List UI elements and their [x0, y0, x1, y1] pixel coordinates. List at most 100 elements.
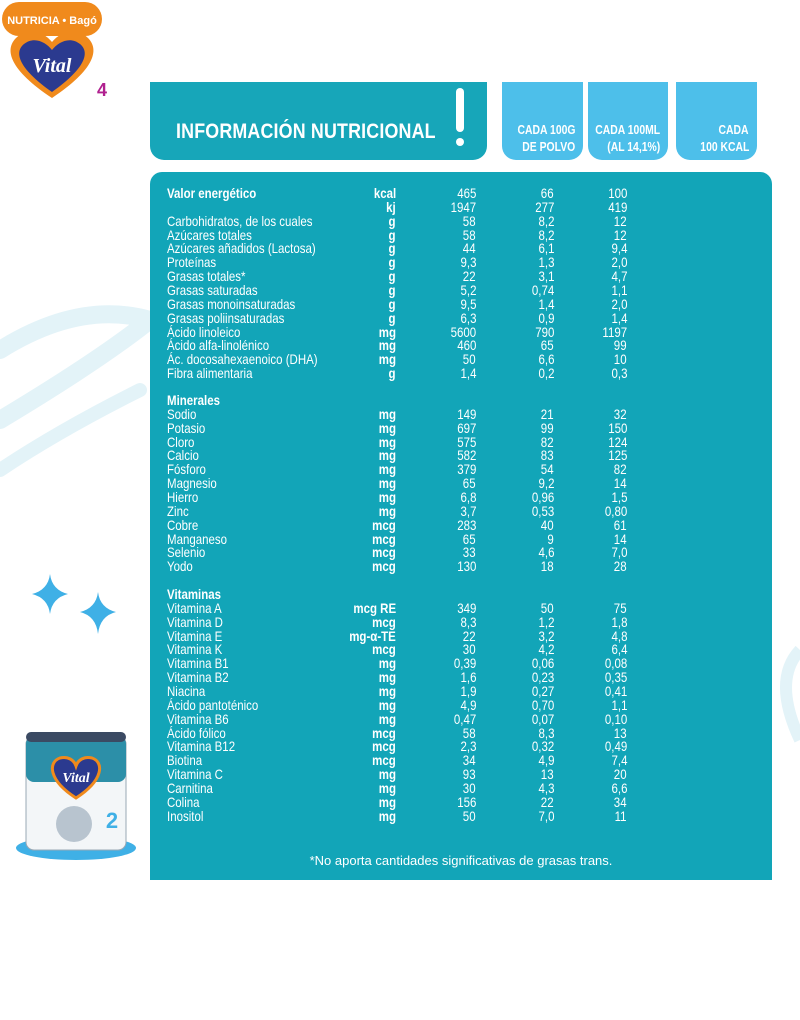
value-per-100g: 50 — [463, 351, 476, 368]
value-per-100g: 582 — [456, 447, 476, 464]
nutrient-unit: g — [388, 295, 396, 312]
background-swirl-decoration — [780, 645, 800, 743]
nutrient-name: Magnesio — [167, 475, 217, 492]
nutrient-name: Grasas poliinsaturadas — [167, 309, 285, 326]
nutrient-unit: mg — [378, 682, 396, 699]
nutrient-name: Valor energético — [167, 185, 257, 201]
value-per-100ml: 18 — [541, 558, 554, 575]
value-per-100ml: 790 — [534, 323, 554, 340]
value-per-100g: 5,2 — [460, 281, 476, 298]
value-per-100g: 130 — [456, 558, 476, 575]
nutrient-unit: g — [388, 309, 396, 326]
nutrient-name: Zinc — [167, 502, 189, 519]
nutrient-unit: mcg — [372, 738, 396, 755]
product-can-image: Vital 2 — [16, 732, 136, 860]
table-row: Carbohidratos, de los cuales g 58 8,2 12 — [150, 214, 772, 228]
value-per-100kcal: 12 — [614, 212, 627, 229]
value-per-100ml: 65 — [541, 337, 554, 354]
table-row: Potasio mg 697 99 150 — [150, 421, 772, 435]
value-per-100kcal: 6,6 — [611, 779, 627, 796]
column-header-line: CADA 100G — [517, 122, 575, 137]
nutrient-unit: mg — [378, 710, 396, 727]
value-per-100kcal: 14 — [614, 530, 627, 547]
section-heading-label: Minerales — [167, 392, 220, 408]
nutrient-name: Vitamina D — [167, 613, 223, 630]
nutrient-name: Cobre — [167, 516, 199, 533]
value-per-100ml: 8,2 — [538, 212, 554, 229]
value-per-100kcal: 7,0 — [611, 544, 627, 561]
value-per-100ml: 1,4 — [538, 295, 554, 312]
value-per-100g: 50 — [463, 807, 476, 824]
nutrient-name: Niacina — [167, 682, 206, 699]
value-per-100ml: 0,32 — [531, 738, 554, 755]
table-row: Calcio mg 582 83 125 — [150, 448, 772, 462]
value-per-100g: 58 — [463, 212, 476, 229]
value-per-100kcal: 99 — [614, 337, 627, 354]
value-per-100kcal: 0,80 — [604, 502, 627, 519]
table-row: Biotina mcg 34 4,9 7,4 — [150, 753, 772, 767]
value-per-100g: 575 — [456, 433, 476, 450]
nutrient-name: Ácido alfa-linolénico — [167, 337, 270, 354]
nutrient-name: Vitamina E — [167, 627, 223, 644]
nutrient-name: Cloro — [167, 433, 195, 450]
nutrient-unit: kj — [386, 198, 396, 215]
table-row: Ácido fólico mcg 58 8,3 13 — [150, 726, 772, 740]
table-row: Grasas monoinsaturadas g 9,5 1,4 2,0 — [150, 297, 772, 311]
nutrient-unit: mg — [378, 669, 396, 686]
table-row: Vitamina A mcg RE 349 50 75 — [150, 601, 772, 615]
nutrient-unit: mg — [378, 475, 396, 492]
svg-text:Vital: Vital — [62, 771, 89, 786]
value-per-100ml: 4,2 — [538, 641, 554, 658]
nutrient-name: Grasas saturadas — [167, 281, 258, 298]
background-swirl-decoration — [0, 305, 160, 477]
nutrient-name: Carnitina — [167, 779, 213, 796]
section-heading-label: Vitaminas — [167, 586, 222, 602]
value-per-100kcal: 9,4 — [611, 240, 627, 257]
value-per-100g: 1947 — [450, 198, 476, 215]
value-per-100ml: 54 — [541, 461, 554, 478]
table-row: Vitamina B1 mg 0,39 0,06 0,08 — [150, 656, 772, 670]
nutrient-unit: mg-α-TE — [349, 627, 396, 644]
table-row: Cloro mg 575 82 124 — [150, 435, 772, 449]
section-heading: Minerales — [150, 393, 772, 407]
nutrient-name: Hierro — [167, 488, 199, 505]
value-per-100ml: 0,06 — [531, 655, 554, 672]
value-per-100kcal: 61 — [614, 516, 627, 533]
value-per-100g: 460 — [456, 337, 476, 354]
value-per-100ml: 3,1 — [538, 268, 554, 285]
nutrient-unit: mg — [378, 696, 396, 713]
nutrient-unit: mg — [378, 793, 396, 810]
value-per-100g: 6,3 — [460, 309, 476, 326]
value-per-100ml: 8,2 — [538, 226, 554, 243]
table-row: Grasas totales* g 22 3,1 4,7 — [150, 269, 772, 283]
value-per-100g: 0,47 — [453, 710, 476, 727]
nutrient-name: Ácido linoleico — [167, 323, 241, 340]
table-row: Hierro mg 6,8 0,96 1,5 — [150, 490, 772, 504]
nutrient-name: Proteínas — [167, 254, 217, 271]
nutrient-name: Ácido fólico — [167, 724, 226, 741]
value-per-100g: 9,5 — [460, 295, 476, 312]
value-per-100g: 149 — [456, 405, 476, 422]
value-per-100ml: 21 — [541, 405, 554, 422]
value-per-100ml: 99 — [541, 419, 554, 436]
nutrient-unit: g — [388, 226, 396, 243]
column-header-line: (AL 14,1%) — [607, 139, 660, 154]
atom-icon — [394, 915, 492, 1015]
exclamation-icon — [456, 88, 464, 146]
value-per-100kcal: 10 — [614, 351, 627, 368]
value-per-100g: 93 — [463, 766, 476, 783]
nutrient-name: Manganeso — [167, 530, 228, 547]
nutrient-unit: mg — [378, 405, 396, 422]
table-row: Grasas poliinsaturadas g 6,3 0,9 1,4 — [150, 311, 772, 325]
value-per-100ml: 0,70 — [531, 696, 554, 713]
value-per-100g: 6,8 — [460, 488, 476, 505]
value-per-100ml: 83 — [541, 447, 554, 464]
table-row: Carnitina mg 30 4,3 6,6 — [150, 781, 772, 795]
nutrient-name: Vitamina B1 — [167, 655, 229, 672]
nutrient-unit: mg — [378, 807, 396, 824]
svg-text:NUTRICIA • Bagó: NUTRICIA • Bagó — [7, 15, 97, 27]
value-per-100g: 4,9 — [460, 696, 476, 713]
value-per-100ml: 0,07 — [531, 710, 554, 727]
nutrient-name: Azúcares totales — [167, 226, 252, 243]
value-per-100kcal: 1,8 — [611, 613, 627, 630]
